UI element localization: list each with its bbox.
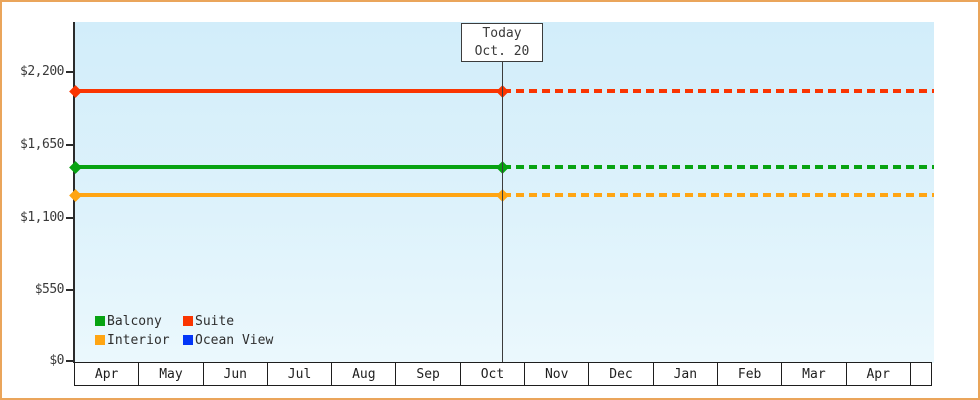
legend-label: Ocean View — [195, 332, 274, 348]
month-cell: Sep — [396, 363, 461, 385]
x-axis-month-band: Apr May Jun Jul Aug Sep Oct Nov Dec Jan … — [74, 362, 932, 386]
today-annotation: Today Oct. 20 — [461, 23, 543, 62]
y-axis-label: $0 — [49, 353, 64, 368]
month-cell: Jan — [654, 363, 718, 385]
legend-item-ocean-view: Ocean View — [183, 332, 274, 348]
today-label: Today — [482, 26, 522, 41]
y-tick — [66, 144, 75, 146]
legend-label: Suite — [195, 313, 235, 329]
balcony-line-dashed — [503, 165, 934, 169]
y-tick — [66, 217, 75, 219]
month-cell: Nov — [525, 363, 590, 385]
y-axis-label: $1,650 — [20, 137, 64, 152]
month-cell-partial — [911, 363, 931, 385]
today-vertical-line — [502, 61, 503, 363]
interior-swatch-icon — [95, 335, 105, 345]
legend-item-suite: Suite — [183, 313, 273, 329]
y-tick — [66, 360, 75, 362]
month-cell: Oct — [461, 363, 526, 385]
y-axis-label: $2,200 — [20, 64, 64, 79]
suite-line-solid — [75, 89, 503, 93]
month-cell: Apr — [75, 363, 140, 385]
y-axis-label: $1,100 — [20, 210, 64, 225]
interior-line-solid — [75, 193, 503, 197]
interior-line-dashed — [503, 193, 934, 197]
legend-item-balcony: Balcony — [95, 313, 183, 329]
legend-label: Interior — [107, 332, 170, 348]
y-axis-label: $550 — [34, 282, 65, 297]
month-cell: Dec — [589, 363, 654, 385]
suite-swatch-icon — [183, 316, 193, 326]
balcony-line-solid — [75, 165, 503, 169]
month-cell: Apr — [847, 363, 911, 385]
month-cell: May — [139, 363, 204, 385]
suite-line-dashed — [503, 89, 934, 93]
y-tick — [66, 71, 75, 73]
month-cell: Feb — [718, 363, 783, 385]
month-cell: Jun — [204, 363, 268, 385]
month-cell: Jul — [268, 363, 333, 385]
ocean-view-swatch-icon — [183, 335, 193, 345]
y-tick — [66, 289, 75, 291]
balcony-swatch-icon — [95, 316, 105, 326]
legend-item-interior: Interior — [95, 332, 183, 348]
legend: Balcony Suite Interior Ocean View — [95, 313, 274, 348]
today-date: Oct. 20 — [474, 44, 530, 59]
month-cell: Mar — [782, 363, 847, 385]
legend-label: Balcony — [107, 313, 162, 329]
month-cell: Aug — [332, 363, 397, 385]
